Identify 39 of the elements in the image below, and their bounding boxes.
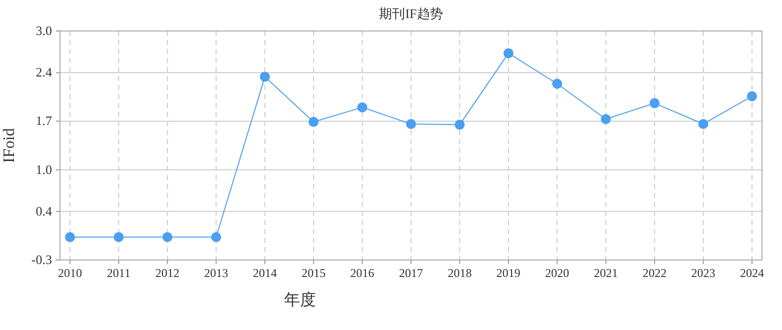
point [162, 232, 172, 242]
y-tick-label: 1.7 [36, 113, 52, 128]
y-axis-title: IFoid [1, 128, 18, 163]
y-tick-label: 1.0 [36, 162, 52, 177]
x-tick-label: 2022 [642, 266, 667, 280]
point [454, 120, 465, 130]
point [503, 48, 514, 58]
x-tick-label: 2019 [496, 266, 520, 280]
point [65, 232, 75, 242]
x-axis-title: 年度 [284, 291, 316, 309]
y-tick-label: -0.3 [31, 252, 52, 267]
point [406, 118, 416, 129]
point [308, 116, 319, 127]
point [747, 91, 757, 102]
point [357, 102, 368, 112]
x-tick-label: 2017 [399, 266, 423, 280]
x-tick-label: 2012 [155, 266, 180, 280]
point [260, 72, 270, 82]
x-tick-label: 2014 [252, 266, 277, 280]
point [600, 114, 611, 124]
point [114, 232, 124, 242]
x-tick-label: 2015 [302, 266, 326, 280]
x-tick-label: 2024 [740, 266, 764, 280]
x-tick-label: 2016 [350, 266, 374, 280]
point [650, 98, 660, 108]
y-tick-label: 0.4 [36, 203, 52, 218]
x-tick-label: 2020 [545, 266, 570, 280]
chart-title: 期刊IF趋势 [379, 6, 443, 21]
x-tick-label: 2011 [106, 266, 130, 280]
x-tick-label: 2010 [58, 266, 82, 280]
point [552, 78, 562, 89]
y-tick-label: 3.0 [36, 23, 52, 38]
x-tick-label: 2013 [204, 266, 228, 280]
point [698, 118, 708, 129]
point [211, 232, 222, 242]
x-tick-label: 2018 [448, 266, 472, 280]
x-tick-label: 2023 [691, 266, 716, 280]
y-tick-label: 2.4 [36, 64, 52, 80]
x-tick-label: 2021 [594, 266, 618, 280]
